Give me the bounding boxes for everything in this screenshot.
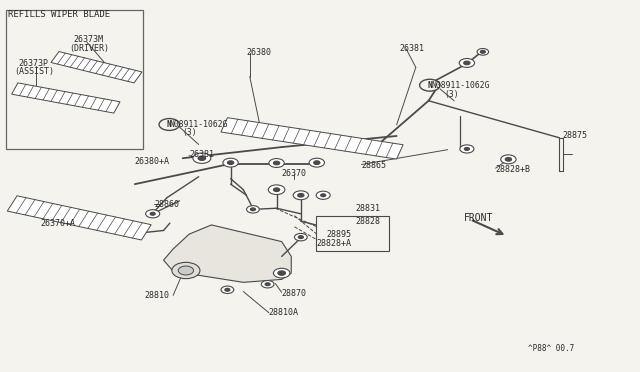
Circle shape xyxy=(464,61,470,65)
Circle shape xyxy=(273,268,290,278)
Circle shape xyxy=(321,226,326,229)
Circle shape xyxy=(460,145,474,153)
Text: (ASSIST): (ASSIST) xyxy=(14,67,54,76)
Text: 28828: 28828 xyxy=(355,217,380,226)
Circle shape xyxy=(505,157,511,161)
Polygon shape xyxy=(7,196,151,240)
Circle shape xyxy=(317,224,330,231)
Text: 26370: 26370 xyxy=(282,169,307,177)
Circle shape xyxy=(426,81,438,89)
Polygon shape xyxy=(221,118,403,159)
Circle shape xyxy=(159,119,179,131)
Circle shape xyxy=(273,161,280,165)
Polygon shape xyxy=(12,83,120,113)
Circle shape xyxy=(198,156,205,160)
Circle shape xyxy=(265,283,270,286)
Text: 26381: 26381 xyxy=(189,150,214,159)
Text: N: N xyxy=(167,120,172,129)
Circle shape xyxy=(150,212,156,215)
Circle shape xyxy=(146,210,160,218)
Bar xyxy=(316,216,389,251)
Text: 28828+B: 28828+B xyxy=(495,165,531,174)
Text: (DRIVER): (DRIVER) xyxy=(69,44,109,52)
Circle shape xyxy=(223,158,238,167)
Text: FRONT: FRONT xyxy=(464,212,493,222)
Circle shape xyxy=(477,48,488,55)
Circle shape xyxy=(193,153,211,163)
Polygon shape xyxy=(164,225,291,282)
Text: 26380: 26380 xyxy=(246,48,271,57)
Circle shape xyxy=(460,58,474,67)
Circle shape xyxy=(261,280,274,288)
Polygon shape xyxy=(51,52,142,83)
Text: 26380+A: 26380+A xyxy=(135,157,170,166)
Circle shape xyxy=(227,161,234,164)
Circle shape xyxy=(309,158,324,167)
Text: 28828+A: 28828+A xyxy=(317,239,352,248)
Text: N08911-1062G: N08911-1062G xyxy=(432,81,490,90)
Text: 28875: 28875 xyxy=(563,131,588,141)
Circle shape xyxy=(268,185,285,195)
Text: 26370+A: 26370+A xyxy=(41,219,76,228)
Text: 28865: 28865 xyxy=(362,161,387,170)
Circle shape xyxy=(172,262,200,279)
Circle shape xyxy=(269,158,284,167)
Circle shape xyxy=(500,155,516,164)
Circle shape xyxy=(298,193,304,197)
Circle shape xyxy=(278,271,285,275)
Text: 26373M: 26373M xyxy=(74,35,104,44)
Circle shape xyxy=(294,234,307,241)
Circle shape xyxy=(250,208,255,211)
Text: 28810: 28810 xyxy=(145,291,170,300)
Circle shape xyxy=(429,84,435,87)
Text: 28895: 28895 xyxy=(326,230,351,240)
Text: (3): (3) xyxy=(182,128,197,137)
Circle shape xyxy=(480,50,485,53)
Circle shape xyxy=(321,194,326,197)
Circle shape xyxy=(293,191,308,200)
Bar xyxy=(6,10,143,149)
Circle shape xyxy=(273,188,280,192)
Circle shape xyxy=(314,161,320,164)
Text: N08911-1062G: N08911-1062G xyxy=(170,121,228,129)
Text: ^P88^ 00.7: ^P88^ 00.7 xyxy=(527,344,574,353)
Text: 28831: 28831 xyxy=(355,204,380,213)
Circle shape xyxy=(298,235,303,238)
Circle shape xyxy=(420,79,440,91)
Circle shape xyxy=(221,286,234,294)
Text: 28870: 28870 xyxy=(282,289,307,298)
Text: (3): (3) xyxy=(445,90,459,99)
Text: N: N xyxy=(428,81,432,90)
Circle shape xyxy=(178,266,193,275)
Text: 26381: 26381 xyxy=(400,44,425,52)
Text: 28810A: 28810A xyxy=(269,308,299,317)
Circle shape xyxy=(246,206,259,213)
Circle shape xyxy=(225,288,230,291)
Text: REFILLS WIPER BLADE: REFILLS WIPER BLADE xyxy=(8,10,111,19)
Text: 28860: 28860 xyxy=(154,200,179,209)
Circle shape xyxy=(465,147,469,150)
Text: 26373P: 26373P xyxy=(19,59,49,68)
Circle shape xyxy=(316,191,330,199)
